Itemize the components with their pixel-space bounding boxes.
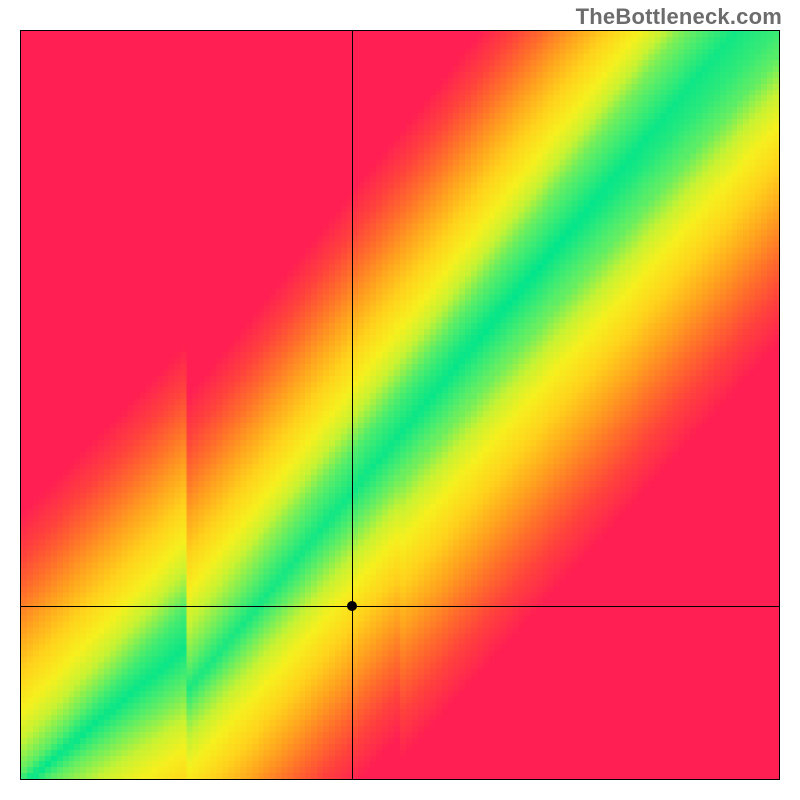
- watermark-text: TheBottleneck.com: [576, 4, 782, 30]
- chart-container: TheBottleneck.com: [0, 0, 800, 800]
- marker-dot: [347, 601, 357, 611]
- bottleneck-heatmap: [21, 31, 779, 779]
- plot-frame: [20, 30, 780, 780]
